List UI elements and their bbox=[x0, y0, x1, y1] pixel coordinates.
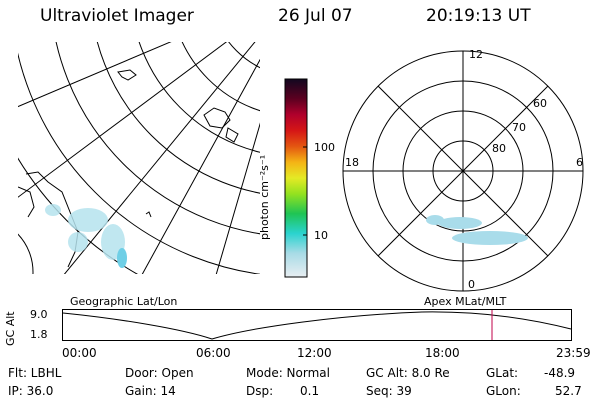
mode-info: Mode: Normal bbox=[246, 366, 330, 380]
mlt-label-18: 18 bbox=[345, 156, 359, 169]
mlat-label-80: 80 bbox=[492, 142, 506, 155]
time-tick-2359: 23:59 bbox=[556, 346, 591, 360]
colorbar-tick-10: 10 bbox=[314, 229, 328, 242]
time-tick-1800: 18:00 bbox=[425, 346, 460, 360]
gc-alt-info: GC Alt: 8.0 Re bbox=[366, 366, 450, 380]
color-scale-bar bbox=[284, 78, 308, 278]
mlat-label-60: 60 bbox=[533, 97, 547, 110]
ip-info: IP: 36.0 bbox=[8, 384, 54, 398]
app-title: Ultraviolet Imager bbox=[40, 6, 194, 26]
geographic-label: Geographic Lat/Lon bbox=[70, 295, 178, 308]
geographic-map bbox=[18, 42, 260, 274]
colorbar-unit-label: photon cm⁻²s⁻¹ bbox=[258, 154, 271, 240]
dsp-value: 0.1 bbox=[300, 384, 320, 398]
flt-info: Flt: LBHL bbox=[8, 366, 62, 380]
time-tick-0000: 00:00 bbox=[62, 346, 97, 360]
glat-label: GLat: bbox=[486, 366, 519, 380]
door-info: Door: Open bbox=[125, 366, 194, 380]
glon-value: 52.7 bbox=[555, 384, 582, 398]
gain-info: Gain: 14 bbox=[125, 384, 176, 398]
time-tick-1200: 12:00 bbox=[297, 346, 332, 360]
colorbar-tick-100: 100 bbox=[314, 141, 335, 154]
date-label: 26 Jul 07 bbox=[278, 6, 353, 26]
seq-info: Seq: 39 bbox=[366, 384, 412, 398]
time-tick-0600: 06:00 bbox=[196, 346, 231, 360]
polar-label: Apex MLat/MLT bbox=[424, 295, 507, 308]
mlat-label-70: 70 bbox=[512, 121, 526, 134]
mlt-label-12: 12 bbox=[469, 48, 483, 61]
polar-map bbox=[342, 50, 584, 292]
mlt-label-0: 0 bbox=[468, 278, 475, 291]
dsp-label: Dsp: bbox=[246, 384, 274, 398]
altitude-ytick-bottom: 1.8 bbox=[30, 328, 48, 341]
glat-value: -48.9 bbox=[544, 366, 576, 380]
altitude-ytick-top: 9.0 bbox=[30, 308, 48, 321]
time-label: 20:19:13 UT bbox=[426, 6, 531, 26]
altitude-plot bbox=[62, 309, 572, 341]
mlt-label-6: 6 bbox=[576, 156, 583, 169]
glon-label: GLon: bbox=[486, 384, 521, 398]
altitude-axis-label: GC Alt bbox=[4, 311, 17, 346]
